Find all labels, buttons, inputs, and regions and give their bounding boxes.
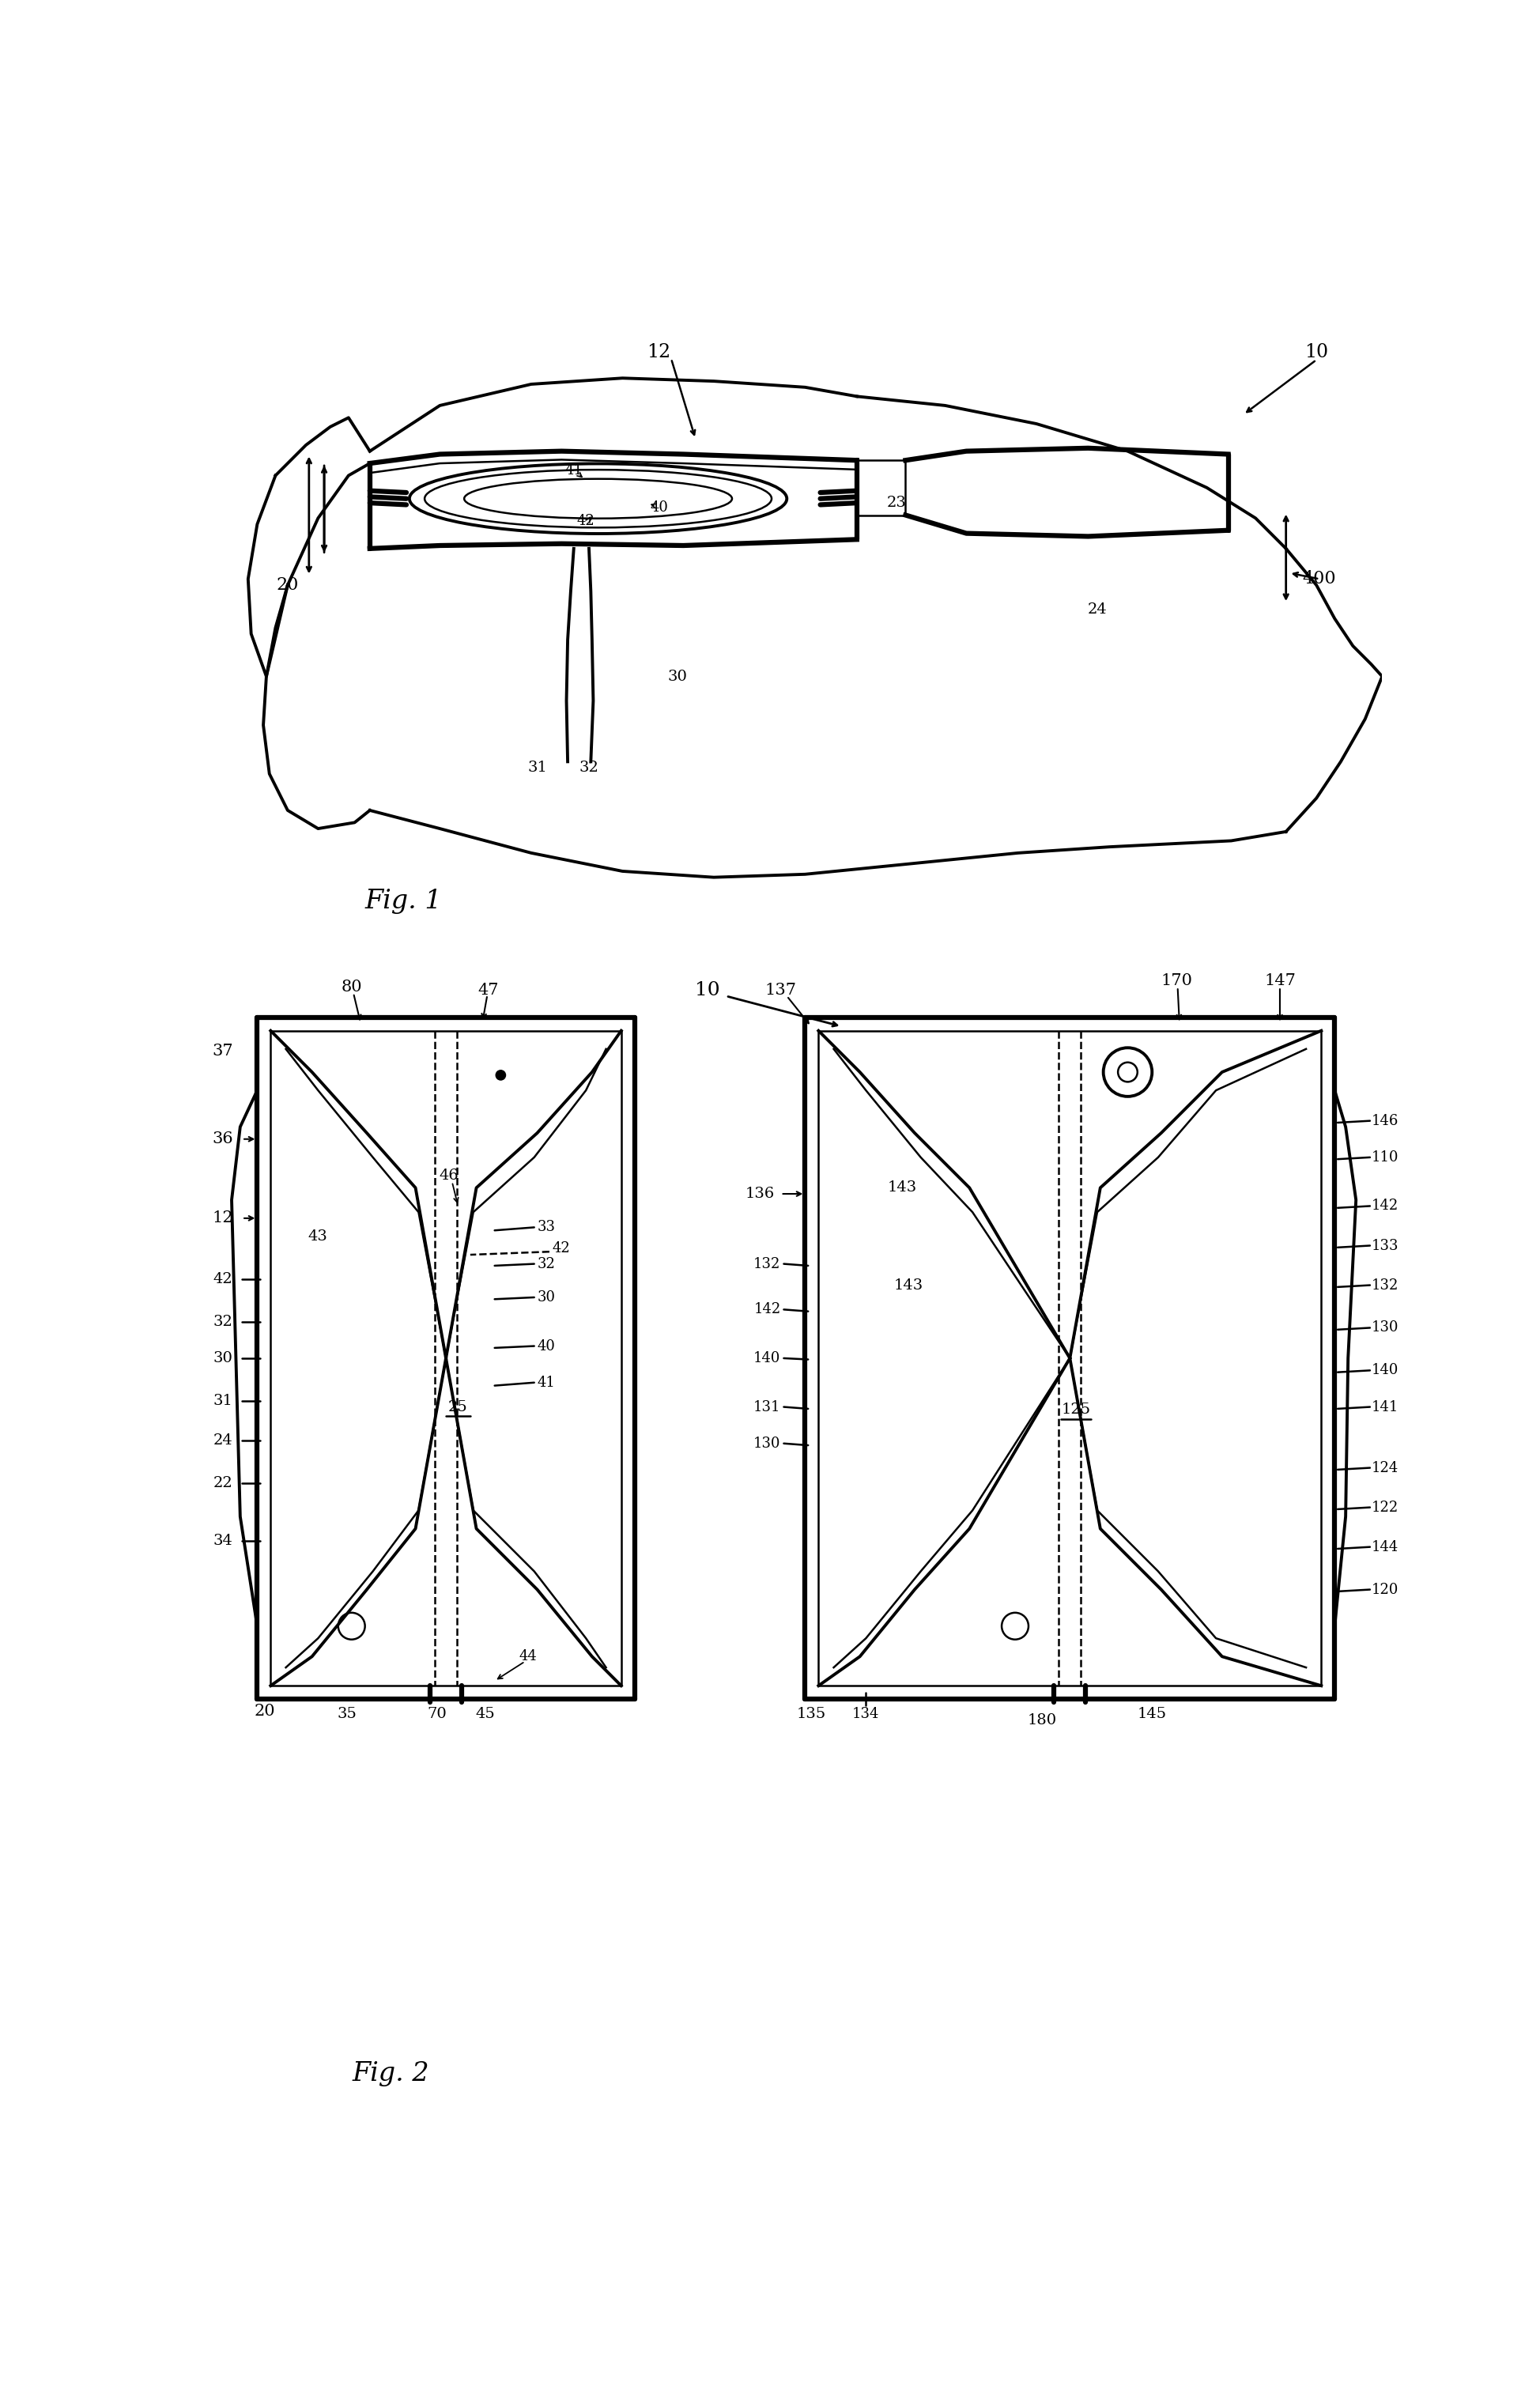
Text: 33: 33: [537, 1221, 556, 1236]
Text: 36: 36: [213, 1130, 233, 1147]
Text: 42: 42: [214, 1271, 233, 1286]
Text: 134: 134: [852, 1706, 879, 1721]
Text: 132: 132: [753, 1257, 781, 1271]
Text: 10: 10: [1304, 344, 1329, 361]
Text: 142: 142: [1371, 1200, 1398, 1214]
Circle shape: [496, 1071, 505, 1080]
Text: 34: 34: [213, 1534, 233, 1549]
Text: 12: 12: [647, 344, 671, 361]
Text: 141: 141: [1371, 1401, 1398, 1415]
Text: 140: 140: [1371, 1362, 1398, 1377]
Text: 12: 12: [213, 1212, 233, 1226]
Text: 20: 20: [254, 1704, 276, 1718]
Text: 40: 40: [650, 500, 668, 514]
Text: 31: 31: [213, 1393, 233, 1408]
Text: 170: 170: [1161, 973, 1192, 989]
Text: 35: 35: [337, 1706, 357, 1721]
Text: 144: 144: [1371, 1539, 1398, 1554]
Text: 32: 32: [579, 760, 599, 774]
Text: 80: 80: [340, 980, 362, 994]
Text: 24: 24: [1087, 602, 1107, 617]
Text: 42: 42: [553, 1240, 571, 1255]
Text: 136: 136: [745, 1188, 775, 1202]
Text: 30: 30: [667, 669, 687, 684]
Text: 32: 32: [537, 1257, 556, 1271]
Text: 122: 122: [1371, 1501, 1398, 1515]
Text: 142: 142: [753, 1303, 781, 1317]
Text: 140: 140: [753, 1350, 781, 1365]
Text: 24: 24: [214, 1434, 233, 1448]
Text: Fig. 2: Fig. 2: [353, 2060, 430, 2086]
Text: 10: 10: [695, 980, 721, 999]
Text: 125: 125: [1061, 1403, 1090, 1417]
Text: 46: 46: [439, 1169, 459, 1183]
Text: 147: 147: [1264, 973, 1295, 989]
Text: 41: 41: [537, 1377, 556, 1389]
Text: 40: 40: [537, 1338, 556, 1353]
Text: 44: 44: [519, 1649, 537, 1663]
Text: 132: 132: [1371, 1279, 1398, 1293]
Text: 30: 30: [213, 1350, 233, 1365]
Text: 143: 143: [887, 1181, 918, 1195]
Text: 180: 180: [1027, 1714, 1056, 1728]
Text: 135: 135: [796, 1706, 825, 1721]
Text: 32: 32: [213, 1314, 233, 1329]
Text: 146: 146: [1371, 1114, 1398, 1128]
Text: 400: 400: [1303, 571, 1337, 588]
Text: 42: 42: [578, 514, 594, 528]
Text: 131: 131: [753, 1401, 781, 1415]
Text: 47: 47: [477, 982, 499, 997]
Text: 43: 43: [308, 1228, 328, 1243]
Text: 41: 41: [565, 464, 582, 478]
Text: 145: 145: [1138, 1706, 1167, 1721]
Text: 22: 22: [214, 1477, 233, 1489]
Text: 110: 110: [1371, 1150, 1398, 1164]
Text: 130: 130: [1371, 1322, 1398, 1336]
Text: 20: 20: [277, 576, 299, 593]
Text: 133: 133: [1371, 1238, 1398, 1252]
Text: 23: 23: [887, 495, 906, 509]
Text: 31: 31: [527, 760, 547, 774]
Text: 124: 124: [1371, 1460, 1398, 1475]
Text: 25: 25: [448, 1401, 468, 1415]
Text: 30: 30: [537, 1291, 556, 1305]
Text: 37: 37: [213, 1044, 233, 1059]
Text: 137: 137: [765, 982, 796, 997]
Text: 143: 143: [893, 1279, 924, 1293]
Text: 130: 130: [753, 1436, 781, 1451]
Text: Fig. 1: Fig. 1: [365, 889, 442, 915]
Text: 120: 120: [1371, 1582, 1398, 1597]
Text: 70: 70: [427, 1706, 447, 1721]
Text: 45: 45: [476, 1706, 496, 1721]
